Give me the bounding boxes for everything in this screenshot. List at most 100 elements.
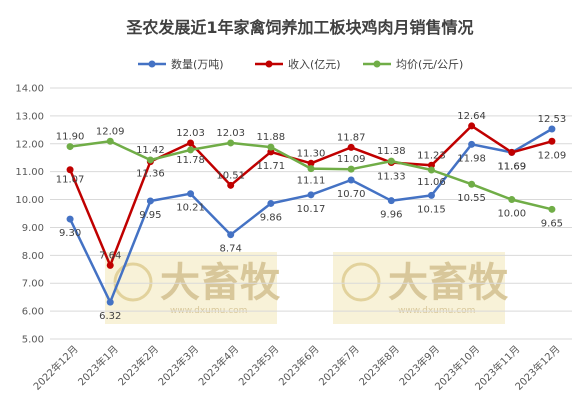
data-label: 8.74: [220, 244, 242, 255]
y-tick-label: 9.00: [22, 223, 44, 234]
data-label: 11.42: [136, 145, 165, 156]
y-tick-label: 11.00: [15, 167, 44, 178]
data-labels: 9.30 6.32 9.95 10.21 8.74 9.86 10.17 10.70 9.96 1…: [56, 111, 566, 322]
y-tick-label: 6.00: [22, 307, 44, 318]
data-label: 11.69: [497, 161, 526, 172]
data-label: 12.53: [538, 114, 567, 125]
data-label: 10.00: [497, 209, 526, 220]
data-label: 11.33: [377, 171, 406, 182]
legend-marker: [373, 60, 381, 68]
data-point: [508, 196, 516, 204]
data-point: [187, 190, 195, 198]
data-label: 11.38: [377, 146, 406, 157]
data-label: 11.23: [417, 150, 446, 161]
y-axis: 5.00 6.00 7.00 8.00 9.00 10.00 11.00 12.00 13.00…: [15, 84, 44, 346]
data-label: 9.96: [380, 210, 402, 221]
data-label: 11.30: [297, 148, 326, 159]
data-point: [106, 261, 114, 269]
legend-label: 数量(万吨): [171, 58, 224, 71]
data-label: 12.03: [176, 128, 205, 139]
data-point: [468, 122, 476, 130]
data-point: [307, 159, 315, 167]
data-point: [106, 137, 114, 145]
data-label: 11.78: [176, 155, 205, 166]
data-point: [227, 231, 235, 239]
data-point: [66, 143, 74, 151]
data-label: 11.11: [297, 176, 326, 187]
data-label: 10.17: [297, 204, 326, 215]
data-label: 11.07: [56, 175, 85, 186]
data-label: 11.09: [337, 154, 366, 165]
y-tick-label: 8.00: [22, 251, 44, 262]
data-point: [387, 197, 395, 205]
data-point: [427, 191, 435, 199]
data-label: 10.51: [216, 170, 245, 181]
data-point: [106, 298, 114, 306]
watermark-left: 大畜牧 www.dxumu.com: [105, 252, 281, 324]
data-point: [548, 205, 556, 213]
data-label: 11.87: [337, 132, 366, 143]
data-label: 11.06: [417, 177, 446, 188]
data-point: [387, 157, 395, 165]
y-tick-label: 14.00: [15, 84, 44, 95]
watermark-right-logo: [341, 262, 381, 302]
data-point: [468, 140, 476, 148]
data-label: 11.98: [457, 153, 486, 164]
data-point: [187, 146, 195, 154]
data-point: [307, 191, 315, 199]
data-point: [227, 181, 235, 189]
chart-title: 圣农发展近1年家禽饲养加工板块鸡肉月销售情况: [125, 18, 473, 37]
data-point: [347, 176, 355, 184]
data-point: [66, 215, 74, 223]
data-label: 6.32: [99, 311, 121, 322]
data-label: 9.95: [139, 210, 161, 221]
data-label: 10.21: [176, 203, 205, 214]
legend: 数量(万吨) 收入(亿元) 均价(元/公斤): [138, 57, 463, 71]
data-point: [146, 156, 154, 164]
data-point: [267, 199, 275, 207]
data-label: 10.15: [417, 204, 446, 215]
data-label: 12.09: [96, 126, 125, 137]
y-tick-label: 13.00: [15, 111, 44, 122]
legend-marker: [265, 60, 273, 68]
legend-label: 均价(元/公斤): [396, 58, 463, 71]
y-tick-label: 7.00: [22, 279, 44, 290]
data-point: [508, 148, 516, 156]
legend-marker: [148, 60, 156, 68]
watermark-left-logo: [113, 262, 153, 302]
data-label: 7.64: [99, 250, 121, 261]
data-point: [227, 139, 235, 147]
data-label: 12.03: [216, 128, 245, 139]
data-label: 9.30: [59, 228, 81, 239]
y-tick-label: 10.00: [15, 195, 44, 206]
watermark-right: 大畜牧 www.dxumu.com: [333, 252, 509, 324]
data-point: [548, 125, 556, 133]
data-label: 11.36: [136, 169, 165, 180]
data-point: [146, 197, 154, 205]
data-label: 12.09: [538, 150, 567, 161]
y-tick-label: 5.00: [22, 335, 44, 346]
data-label: 10.70: [337, 189, 366, 200]
data-point: [468, 180, 476, 188]
legend-label: 收入(亿元): [288, 57, 341, 71]
data-label: 11.88: [257, 132, 286, 143]
data-point: [347, 143, 355, 151]
data-label: 9.65: [541, 218, 563, 229]
data-point: [548, 137, 556, 145]
y-tick-label: 12.00: [15, 139, 44, 150]
data-label: 12.64: [457, 111, 486, 122]
data-label: 9.86: [260, 212, 282, 223]
series-layer: [66, 122, 556, 306]
data-label: 11.90: [56, 132, 85, 143]
data-point: [427, 166, 435, 174]
data-point: [307, 165, 315, 173]
data-point: [267, 143, 275, 151]
data-label: 10.55: [457, 193, 486, 204]
data-label: 11.69: [497, 161, 526, 172]
data-point: [66, 166, 74, 174]
data-point: [347, 165, 355, 173]
data-point: [187, 139, 195, 147]
